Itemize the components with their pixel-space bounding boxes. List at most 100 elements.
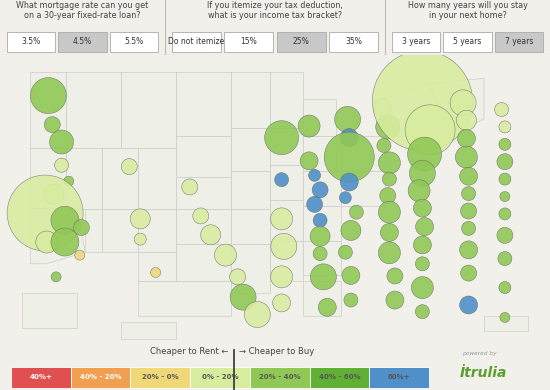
- Ellipse shape: [382, 172, 397, 186]
- Text: 40% - 60%: 40% - 60%: [318, 374, 360, 380]
- Polygon shape: [302, 281, 341, 316]
- FancyBboxPatch shape: [443, 32, 492, 52]
- Ellipse shape: [378, 242, 400, 264]
- Ellipse shape: [460, 167, 477, 185]
- Polygon shape: [270, 241, 302, 281]
- Ellipse shape: [30, 78, 67, 113]
- Text: 20% - 0%: 20% - 0%: [142, 374, 179, 380]
- Polygon shape: [270, 165, 302, 200]
- Ellipse shape: [310, 264, 337, 290]
- Ellipse shape: [313, 213, 327, 227]
- Text: Cheaper to Rent ←: Cheaper to Rent ←: [150, 347, 228, 356]
- Text: 40%+: 40%+: [29, 374, 52, 380]
- FancyBboxPatch shape: [329, 32, 378, 52]
- Text: 3 years: 3 years: [402, 37, 430, 46]
- Ellipse shape: [455, 146, 477, 168]
- Text: 60%+: 60%+: [388, 374, 410, 380]
- Ellipse shape: [339, 191, 351, 204]
- Ellipse shape: [405, 105, 455, 155]
- Bar: [310, 367, 369, 388]
- Ellipse shape: [458, 129, 475, 147]
- Text: 4.5%: 4.5%: [73, 37, 92, 46]
- Ellipse shape: [499, 121, 511, 133]
- Polygon shape: [231, 209, 270, 243]
- Ellipse shape: [44, 117, 60, 133]
- Ellipse shape: [340, 129, 358, 147]
- Text: powered by: powered by: [462, 351, 497, 356]
- Ellipse shape: [244, 301, 271, 328]
- Ellipse shape: [456, 110, 476, 130]
- Polygon shape: [341, 171, 385, 206]
- Ellipse shape: [498, 252, 512, 266]
- Ellipse shape: [312, 182, 328, 198]
- Bar: [369, 367, 429, 388]
- Text: 3.5%: 3.5%: [21, 37, 41, 46]
- Polygon shape: [429, 78, 484, 136]
- Ellipse shape: [313, 246, 327, 261]
- Text: → Cheaper to Buy: → Cheaper to Buy: [239, 347, 315, 356]
- Ellipse shape: [409, 160, 436, 186]
- Polygon shape: [30, 209, 85, 264]
- Polygon shape: [176, 136, 231, 177]
- Polygon shape: [176, 243, 231, 281]
- Text: 5.5%: 5.5%: [124, 37, 144, 46]
- Polygon shape: [138, 252, 176, 281]
- Polygon shape: [102, 209, 138, 252]
- Ellipse shape: [494, 103, 509, 117]
- Text: 40% - 20%: 40% - 20%: [80, 374, 122, 380]
- Polygon shape: [138, 148, 176, 209]
- Polygon shape: [66, 73, 121, 148]
- Bar: [190, 367, 250, 388]
- Text: 35%: 35%: [345, 37, 362, 46]
- Bar: [11, 367, 71, 388]
- Ellipse shape: [324, 132, 374, 182]
- Ellipse shape: [130, 209, 150, 229]
- Ellipse shape: [450, 90, 476, 116]
- Polygon shape: [85, 209, 102, 252]
- FancyBboxPatch shape: [110, 32, 158, 52]
- Polygon shape: [302, 241, 341, 275]
- Ellipse shape: [51, 206, 79, 234]
- Ellipse shape: [387, 268, 403, 284]
- Ellipse shape: [134, 233, 146, 245]
- Text: If you itemize your tax deduction,
what is your income tax bracket?: If you itemize your tax deduction, what …: [207, 1, 343, 21]
- Bar: [130, 367, 190, 388]
- Polygon shape: [121, 322, 176, 339]
- Ellipse shape: [379, 188, 396, 204]
- Text: 20% - 40%: 20% - 40%: [259, 374, 300, 380]
- Polygon shape: [231, 171, 270, 209]
- Bar: [250, 367, 310, 388]
- Ellipse shape: [408, 137, 442, 171]
- Polygon shape: [270, 73, 302, 128]
- Ellipse shape: [386, 291, 404, 309]
- Text: Do not itemize: Do not itemize: [168, 37, 225, 46]
- Ellipse shape: [377, 138, 391, 152]
- Ellipse shape: [411, 277, 433, 299]
- Ellipse shape: [378, 201, 400, 223]
- Polygon shape: [270, 200, 302, 241]
- Polygon shape: [302, 206, 341, 241]
- Ellipse shape: [408, 180, 430, 202]
- Ellipse shape: [7, 175, 83, 251]
- Text: 0% - 20%: 0% - 20%: [202, 374, 238, 380]
- Ellipse shape: [214, 244, 236, 266]
- Polygon shape: [341, 136, 385, 171]
- Polygon shape: [385, 84, 451, 136]
- Ellipse shape: [415, 257, 430, 271]
- Ellipse shape: [499, 138, 511, 150]
- Polygon shape: [231, 243, 270, 293]
- Bar: [71, 367, 130, 388]
- Polygon shape: [30, 148, 66, 209]
- Ellipse shape: [51, 272, 61, 282]
- Ellipse shape: [500, 191, 510, 202]
- FancyBboxPatch shape: [277, 32, 326, 52]
- Ellipse shape: [460, 265, 477, 281]
- Ellipse shape: [274, 173, 289, 187]
- Ellipse shape: [349, 205, 364, 219]
- FancyBboxPatch shape: [58, 32, 107, 52]
- Ellipse shape: [378, 152, 400, 174]
- FancyBboxPatch shape: [495, 32, 543, 52]
- Ellipse shape: [497, 154, 513, 170]
- Ellipse shape: [298, 115, 320, 137]
- Text: What mortgage rate can you get
on a 30-year fixed-rate loan?: What mortgage rate can you get on a 30-y…: [16, 1, 148, 21]
